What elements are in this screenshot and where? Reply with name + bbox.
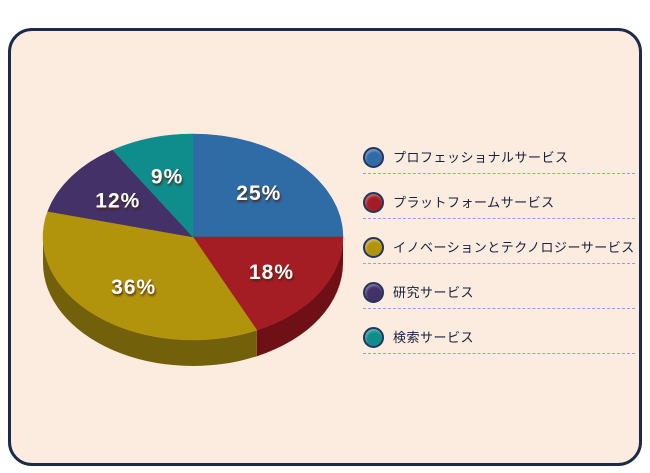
legend-item[interactable]: 研究サービス [363, 277, 635, 309]
legend-color-dot [363, 237, 384, 258]
pie-slice[interactable] [42, 211, 258, 341]
pie-value-label: 18% [249, 261, 294, 284]
legend-item[interactable]: プラットフォームサービス [363, 187, 635, 219]
legend-color-dot [363, 192, 384, 213]
legend-color-dot [363, 282, 384, 303]
pie-chart: 25% 18% 36% 12% 9% [42, 133, 344, 367]
pie-slice[interactable] [192, 236, 344, 331]
pie-slice[interactable] [192, 133, 344, 238]
legend-item[interactable]: 検索サービス [363, 322, 635, 354]
chart-card: 25% 18% 36% 12% 9% プロフェッショナルサービス プラットフォームサービス… [8, 28, 642, 466]
pie-slice-side [43, 237, 257, 367]
pie-slice[interactable] [112, 133, 194, 238]
legend-label: 研究サービス [393, 285, 475, 300]
pie-value-label: 25% [236, 182, 281, 205]
pie-value-label: 9% [151, 166, 183, 189]
legend-label: プラットフォームサービス [393, 195, 555, 210]
legend-item[interactable]: プロフェッショナルサービス [363, 142, 635, 174]
legend-item[interactable]: イノベーションとテクノロジーサービス [363, 232, 635, 264]
legend-label: プロフェッショナルサービス [393, 150, 569, 165]
legend-label: イノベーションとテクノロジーサービス [393, 240, 635, 255]
legend-color-dot [363, 327, 384, 348]
pie-slice-side [256, 237, 343, 357]
pie-slice[interactable] [47, 149, 194, 238]
legend-color-dot [363, 147, 384, 168]
legend: プロフェッショナルサービス プラットフォームサービスイノベーションとテクノロジーサ… [363, 142, 635, 367]
legend-label: 検索サービス [393, 330, 475, 345]
pie-value-label: 36% [111, 276, 156, 299]
pie-value-label: 12% [95, 190, 140, 213]
